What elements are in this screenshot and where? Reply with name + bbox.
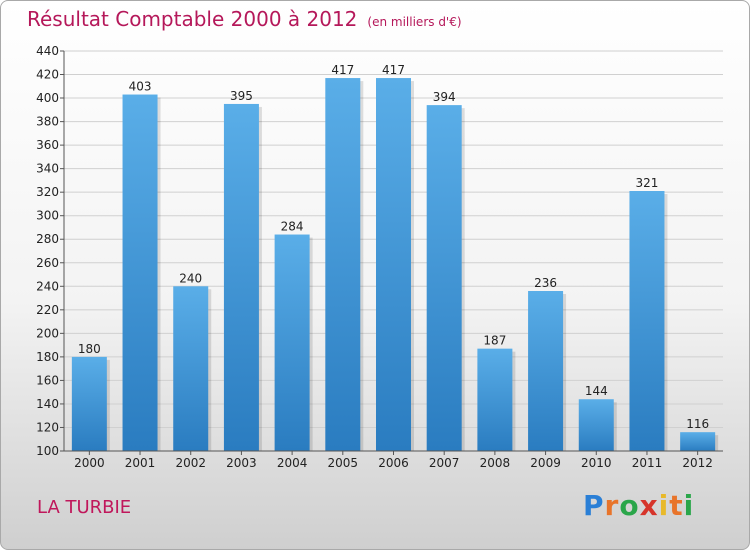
- y-tick-label: 420: [36, 68, 59, 82]
- bar: [680, 432, 716, 451]
- logo-letter: x: [639, 489, 659, 522]
- x-tick-label: 2001: [125, 456, 156, 470]
- y-tick-label: 180: [36, 350, 59, 364]
- chart-unit: (en milliers d'€): [367, 15, 462, 29]
- bar-value-label: 284: [281, 220, 304, 234]
- x-tick-label: 2011: [632, 456, 663, 470]
- logo-letter: P: [583, 489, 605, 522]
- bar-value-label: 395: [230, 89, 253, 103]
- x-tick-label: 2002: [175, 456, 206, 470]
- bar-value-label: 417: [331, 63, 354, 77]
- bar: [477, 348, 513, 451]
- bar-value-label: 180: [78, 342, 101, 356]
- y-tick-label: 300: [36, 209, 59, 223]
- x-tick-label: 2006: [378, 456, 409, 470]
- x-tick-label: 2004: [277, 456, 308, 470]
- bar-value-label: 403: [129, 80, 152, 94]
- bar-value-label: 321: [636, 176, 659, 190]
- logo-letter: t: [669, 489, 684, 522]
- x-tick-label: 2008: [480, 456, 511, 470]
- bar: [223, 103, 259, 452]
- x-tick-label: 2000: [74, 456, 105, 470]
- y-tick-label: 440: [36, 44, 59, 58]
- chart-title-text: Résultat Comptable 2000 à 2012: [27, 7, 358, 31]
- bar-value-label: 144: [585, 384, 608, 398]
- bar: [578, 399, 614, 451]
- y-tick-label: 220: [36, 303, 59, 317]
- bar-value-label: 116: [686, 417, 709, 431]
- bar: [274, 234, 310, 451]
- bar-value-label: 417: [382, 63, 405, 77]
- y-tick-label: 200: [36, 326, 59, 340]
- bar: [629, 191, 665, 451]
- y-tick-label: 120: [36, 420, 59, 434]
- bar: [426, 105, 462, 451]
- x-tick-label: 2012: [682, 456, 713, 470]
- x-tick-label: 2005: [328, 456, 359, 470]
- y-tick-label: 380: [36, 115, 59, 129]
- logo-letter: i: [683, 489, 695, 522]
- bar: [376, 78, 411, 451]
- y-tick-label: 160: [36, 373, 59, 387]
- x-tick-label: 2009: [530, 456, 561, 470]
- logo-letter: o: [619, 489, 640, 522]
- x-tick-label: 2010: [581, 456, 612, 470]
- y-tick-label: 100: [36, 444, 59, 458]
- y-tick-label: 240: [36, 279, 59, 293]
- y-tick-label: 340: [36, 162, 59, 176]
- y-tick-label: 280: [36, 232, 59, 246]
- y-tick-label: 260: [36, 256, 59, 270]
- y-axis: 100 120 140 160 180 200 220 240 260 280 300 320 340 3…: [36, 44, 65, 458]
- bar: [528, 291, 564, 451]
- x-tick-label: 2003: [226, 456, 257, 470]
- proxiti-logo: Proxiti: [583, 489, 694, 522]
- bar-value-label: 394: [433, 90, 456, 104]
- commune-name: LA TURBIE: [37, 497, 132, 518]
- y-tick-label: 400: [36, 91, 59, 105]
- logo-letter: i: [658, 489, 670, 522]
- bar: [325, 78, 361, 451]
- y-tick-label: 140: [36, 397, 59, 411]
- x-axis: 2000 2001 2002 2003 2004 2005 2006 2007 2008 2009…: [64, 450, 723, 470]
- bar: [122, 94, 158, 451]
- x-tick-label: 2007: [429, 456, 460, 470]
- bar: [71, 356, 107, 451]
- bar: [173, 286, 209, 451]
- bars: 180 403 240 395 284 417 417 394 187 236 144 321 116: [71, 63, 719, 452]
- bar-value-label: 236: [534, 276, 557, 290]
- bar-value-label: 240: [179, 271, 202, 285]
- y-tick-label: 360: [36, 138, 59, 152]
- bar-value-label: 187: [483, 334, 506, 348]
- y-tick-label: 320: [36, 185, 59, 199]
- chart-title: Résultat Comptable 2000 à 2012 (en millie…: [27, 7, 462, 31]
- logo-letter: r: [604, 489, 620, 522]
